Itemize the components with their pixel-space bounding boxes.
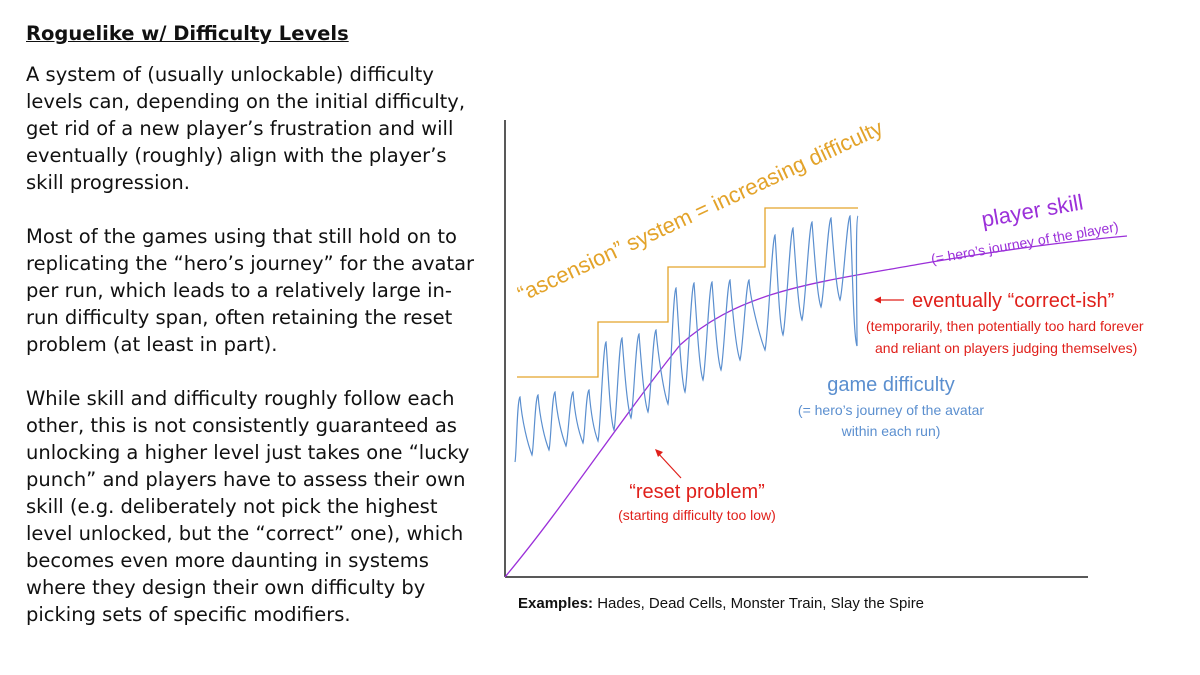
text-column: Roguelike w/ Difficulty Levels A system … — [26, 20, 481, 655]
reset-arrow-line — [656, 451, 682, 479]
examples-list: Hades, Dead Cells, Monster Train, Slay t… — [593, 595, 925, 612]
player-skill-sublabel: (= hero’s journey of the player) — [930, 218, 1120, 267]
reset-sublabel: (starting difficulty too low) — [618, 507, 776, 523]
correct-label: eventually “correct-ish” — [912, 290, 1114, 312]
reset-arrow-head — [655, 449, 663, 457]
game-difficulty-sublabel-1: (= hero’s journey of the avatar — [798, 402, 984, 418]
paragraph-heros-journey: Most of the games using that still hold … — [26, 225, 475, 356]
game-difficulty-sawtooth — [514, 214, 859, 463]
examples-prefix: Examples: — [518, 595, 594, 612]
examples-line: Examples: Hades, Dead Cells, Monster Tra… — [518, 595, 924, 612]
correct-arrow-head — [874, 296, 881, 304]
slide-title: Roguelike w/ Difficulty Levels — [26, 22, 349, 45]
correct-sublabel-1: (temporarily, then potentially too hard … — [866, 318, 1144, 334]
ascension-staircase — [517, 207, 858, 378]
game-difficulty-sublabel-2: within each run) — [841, 423, 941, 439]
correct-sublabel-2: and reliant on players judging themselve… — [875, 340, 1137, 356]
paragraph-skill-vs-difficulty: While skill and difficulty roughly follo… — [26, 387, 470, 626]
game-difficulty-label: game difficulty — [827, 374, 954, 396]
paragraph-intro: A system of (usually unlockable) difficu… — [26, 63, 466, 194]
reset-label: “reset problem” — [629, 481, 765, 503]
player-skill-curve — [504, 235, 1128, 578]
player-skill-label: player skill — [980, 189, 1085, 231]
ascension-label: “ascension” system = increasing difficul… — [514, 115, 887, 307]
